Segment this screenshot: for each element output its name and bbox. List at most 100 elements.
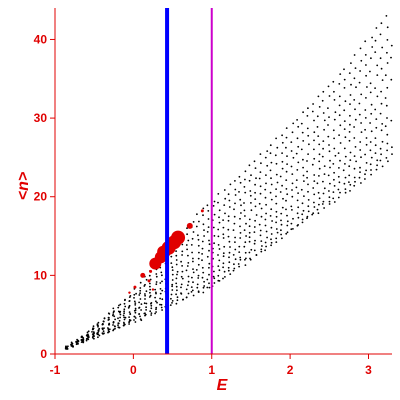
scatter-point: [281, 237, 283, 240]
scatter-point: [270, 233, 273, 235]
scatter-point: [250, 248, 253, 251]
scatter-point: [297, 216, 300, 219]
scatter-point: [103, 327, 105, 329]
scatter-point: [180, 292, 182, 295]
scatter-point: [255, 177, 257, 180]
scatter-point: [114, 318, 116, 321]
scatter-point: [348, 181, 350, 184]
scatter-point: [380, 90, 382, 93]
scatter-point: [118, 304, 120, 307]
scatter-point: [123, 324, 125, 327]
scatter-point: [359, 171, 361, 174]
scatter-point: [374, 39, 377, 42]
scatter-point: [350, 83, 352, 86]
highlighted-point: [171, 230, 186, 245]
scatter-point: [101, 322, 104, 325]
scatter-point: [328, 116, 330, 118]
scatter-point: [218, 216, 220, 219]
scatter-point: [223, 189, 226, 191]
scatter-point: [321, 99, 324, 102]
scatter-point: [286, 155, 288, 158]
scatter-point: [238, 191, 240, 193]
scatter-point: [197, 234, 199, 237]
scatter-point: [313, 157, 316, 160]
scatter-point: [70, 344, 73, 347]
scatter-point: [71, 342, 73, 345]
scatter-point: [114, 327, 116, 330]
scatter-point: [253, 249, 256, 252]
scatter-point: [206, 255, 209, 258]
scatter-point: [274, 154, 277, 157]
scatter-point: [270, 183, 273, 186]
scatter-point: [260, 162, 262, 165]
scatter-point: [312, 187, 315, 189]
scatter-point: [217, 254, 219, 256]
scatter-point: [139, 287, 142, 289]
scatter-point: [355, 160, 357, 163]
scatter-point: [128, 300, 131, 302]
scatter-point: [245, 257, 247, 260]
scatter-point: [171, 283, 174, 286]
scatter-point: [228, 199, 231, 202]
scatter-point: [218, 248, 221, 250]
scatter-point: [227, 235, 230, 238]
scatter-point: [80, 339, 83, 341]
scatter-point: [102, 320, 105, 323]
scatter-point: [154, 296, 157, 299]
scatter-point: [117, 317, 119, 320]
scatter-point: [354, 118, 357, 121]
scatter-point: [224, 212, 226, 215]
scatter-point: [358, 113, 361, 116]
scatter-point: [328, 200, 331, 203]
scatter-point: [390, 78, 393, 81]
scatter-point: [327, 174, 330, 177]
scatter-point: [261, 245, 263, 247]
scatter-point: [253, 226, 256, 228]
scatter-point: [197, 263, 200, 266]
scatter-point: [117, 306, 120, 309]
scatter-point: [123, 318, 126, 321]
scatter-point: [302, 174, 305, 177]
scatter-point: [374, 51, 377, 53]
scatter-point: [311, 163, 314, 166]
scatter-point: [307, 107, 309, 110]
scatter-point: [281, 141, 284, 144]
scatter-point: [223, 204, 226, 207]
scatter-point: [301, 202, 304, 205]
highlighted-point: [140, 272, 146, 278]
scatter-point: [292, 228, 294, 230]
scatter-point: [379, 57, 382, 60]
scatter-point: [222, 262, 225, 265]
scatter-point: [96, 323, 99, 325]
scatter-point: [259, 153, 262, 156]
scatter-point: [91, 331, 93, 333]
scatter-point: [197, 290, 200, 293]
scatter-point: [170, 293, 173, 296]
scatter-point: [292, 217, 294, 220]
scatter-point: [318, 203, 320, 206]
scatter-point: [328, 203, 331, 205]
scatter-point: [213, 235, 216, 237]
scatter-point: [133, 293, 136, 296]
scatter-point: [128, 311, 131, 313]
scatter-point: [175, 250, 178, 253]
scatter-point: [259, 171, 262, 174]
scatter-point: [212, 205, 215, 207]
scatter-point: [323, 207, 325, 209]
scatter-point: [206, 231, 209, 233]
scatter-point: [159, 292, 162, 295]
scatter-point: [201, 259, 203, 262]
scatter-point: [191, 276, 193, 279]
scatter-point: [222, 219, 225, 222]
scatter-point: [390, 44, 393, 47]
scatter-point: [187, 239, 190, 242]
scatter-point: [295, 186, 298, 189]
scatter-point: [370, 169, 372, 171]
scatter-point: [381, 123, 384, 125]
scatter-point: [87, 338, 90, 341]
scatter-point: [275, 237, 278, 240]
scatter-point: [321, 155, 324, 158]
scatter-point: [374, 144, 377, 147]
scatter-point: [332, 129, 335, 132]
scatter-point: [360, 59, 363, 62]
